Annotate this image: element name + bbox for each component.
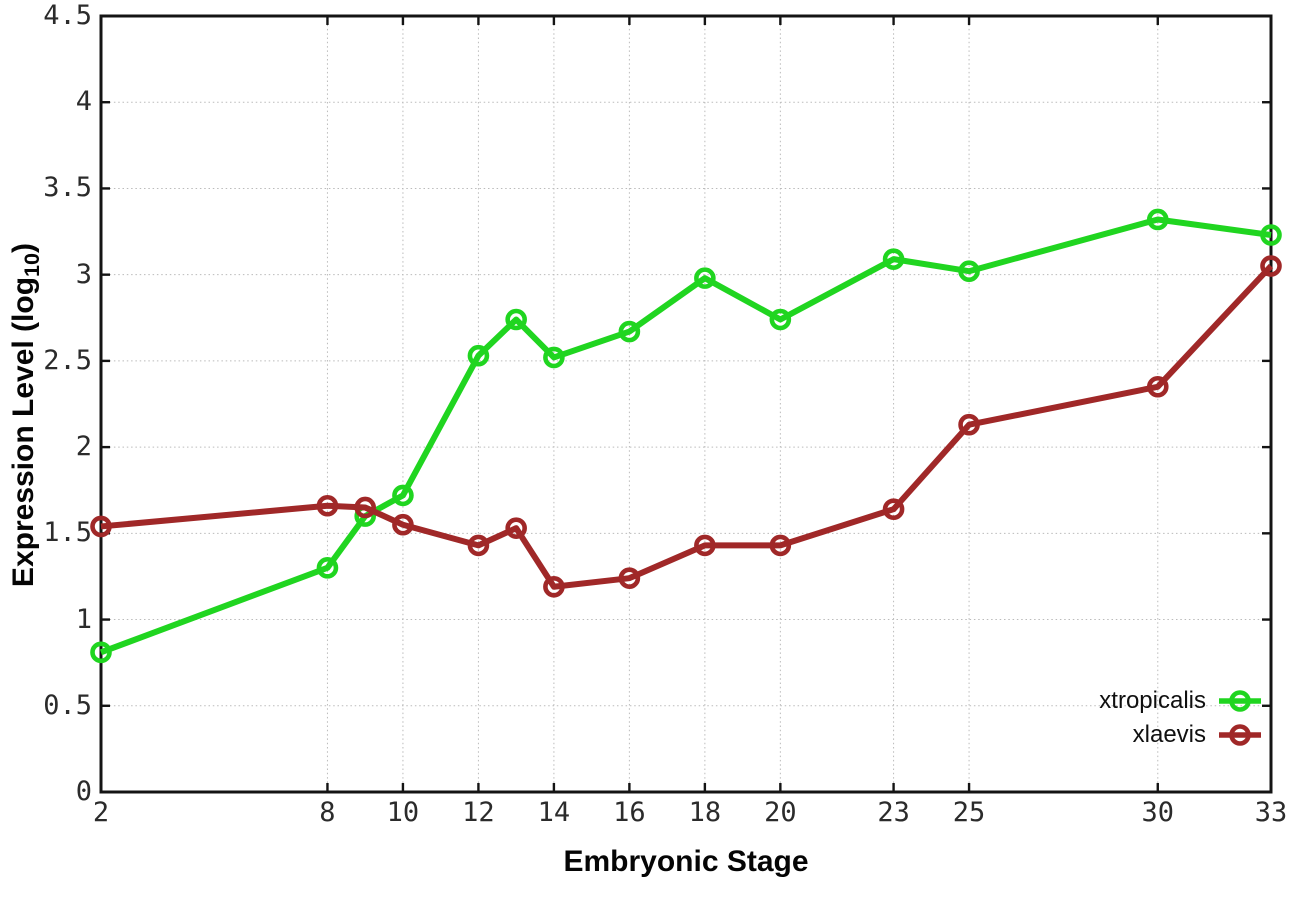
y-tick-label: 0: [75, 776, 92, 807]
data-point-xtropicalis: [958, 260, 980, 283]
series-line-xtropicalis: [99, 216, 1272, 656]
x-tick-label: 18: [688, 797, 722, 828]
data-point-xlaevis: [392, 513, 414, 536]
data-point-xlaevis: [618, 567, 641, 589]
x-tick-label: 23: [877, 797, 910, 828]
data-point-xlaevis: [882, 498, 905, 520]
data-point-xlaevis: [769, 534, 792, 557]
line-point-marker-icon: [1219, 690, 1261, 712]
legend-item-xtropicalis: xtropicalis: [1099, 684, 1262, 718]
data-point-xtropicalis: [694, 267, 716, 289]
legend-item-xlaevis: xlaevis: [1133, 718, 1262, 752]
data-point-xtropicalis: [618, 320, 641, 343]
y-tick-label: 0.5: [43, 689, 92, 721]
data-point-xlaevis: [505, 517, 527, 539]
data-point-xlaevis: [958, 413, 980, 436]
y-tick-label: 1.5: [43, 517, 92, 549]
x-tick-label: 20: [764, 797, 797, 828]
data-point-xlaevis: [1260, 255, 1282, 277]
data-point-xtropicalis: [467, 344, 490, 367]
series-line-xlaevis: [100, 263, 1274, 590]
line-point-marker-icon: [1219, 724, 1261, 746]
x-axis-label: Embryonic Stage: [563, 845, 809, 878]
x-tick-label: 16: [613, 797, 646, 828]
y-tick-label: 4: [75, 86, 92, 118]
data-point-xtropicalis: [1260, 224, 1282, 246]
plot-area: [90, 14, 1282, 794]
data-point-xtropicalis: [882, 248, 905, 270]
y-tick-label: 2.5: [43, 344, 92, 376]
x-tick-label: 25: [952, 797, 986, 828]
data-point-xlaevis: [543, 575, 565, 598]
legend-label: xtropicalis: [1099, 687, 1206, 714]
data-point-xtropicalis: [392, 484, 414, 507]
data-point-xlaevis: [354, 496, 376, 519]
data-point-xtropicalis: [543, 346, 565, 369]
x-tick-label: 30: [1141, 797, 1175, 828]
x-tick-label: 12: [462, 797, 495, 828]
data-point-xtropicalis: [1146, 208, 1169, 231]
y-tick-label: 1: [75, 603, 92, 635]
y-tick-label: 3.5: [43, 172, 92, 204]
x-tick-label: 10: [386, 797, 420, 828]
data-point-xlaevis: [467, 534, 490, 557]
y-tick-label: 2: [75, 431, 92, 463]
data-point-xtropicalis: [90, 641, 112, 664]
y-tick-label: 3: [75, 258, 92, 290]
plot-border: [99, 14, 1273, 794]
y-axis-label-post: ): [7, 242, 40, 253]
x-tick-label: 2: [92, 797, 110, 828]
data-point-xlaevis: [90, 515, 112, 538]
x-tick-label: 33: [1254, 797, 1288, 828]
data-point-xtropicalis: [316, 557, 339, 579]
data-point-xtropicalis: [505, 308, 527, 331]
data-point-xlaevis: [1146, 375, 1169, 398]
legend-label: xlaevis: [1132, 721, 1206, 748]
legend: xtropicalis xlaevis: [1099, 684, 1262, 752]
data-point-xlaevis: [694, 534, 716, 557]
data-point-xtropicalis: [769, 308, 792, 331]
x-tick-label: 14: [537, 797, 571, 828]
x-tick-label: 8: [319, 797, 336, 828]
y-tick-label: 4.5: [43, 0, 92, 31]
data-point-xlaevis: [316, 494, 339, 517]
